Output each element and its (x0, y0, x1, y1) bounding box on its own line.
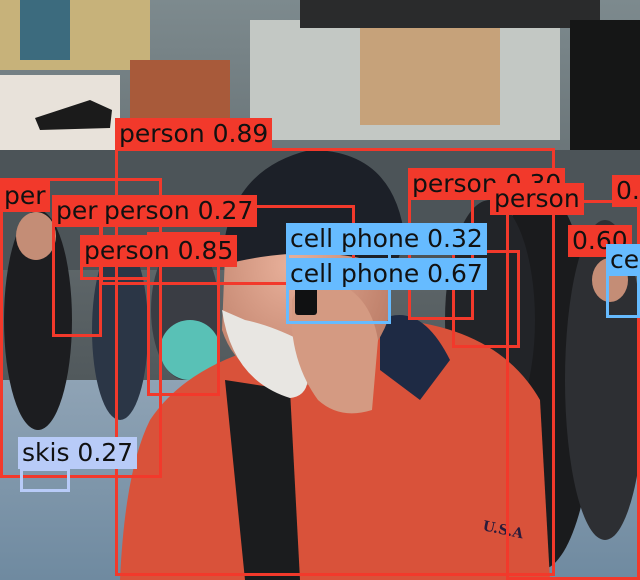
detection-label-person-7: 0. (612, 175, 640, 207)
detection-label-person-4: person 0.27 (100, 195, 258, 227)
detection-label-person-3: per (52, 195, 102, 227)
person-box-left (0, 178, 162, 478)
detection-label-phone-1: cell phone 0.32 (286, 223, 487, 255)
phone-box-3 (606, 270, 640, 318)
detection-label-phone-2: cell phone 0.67 (286, 258, 487, 290)
person-box-large (115, 148, 555, 576)
person-box-center (147, 232, 220, 396)
detection-label-person-5: person 0.85 (80, 235, 238, 267)
skis-box (20, 468, 70, 492)
detection-label-skis: skis 0.27 (18, 437, 138, 469)
detection-label-person-8: person (490, 183, 584, 215)
detection-label-person-9: 0.60 (568, 225, 632, 257)
detection-label-phone-3: ce (606, 244, 640, 276)
detection-label-person-2: per (0, 180, 50, 212)
detection-label-person-1: person 0.89 (115, 118, 273, 150)
